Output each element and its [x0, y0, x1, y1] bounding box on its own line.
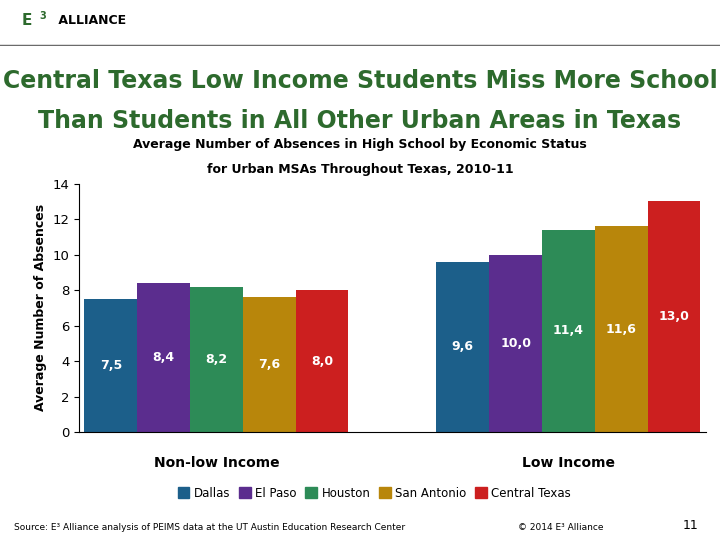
Text: Source: E³ Alliance analysis of PEIMS data at the UT Austin Education Research C: Source: E³ Alliance analysis of PEIMS da… — [14, 523, 405, 532]
Text: 9,6: 9,6 — [451, 340, 474, 353]
Text: Low Income: Low Income — [522, 456, 615, 470]
Text: E: E — [22, 13, 32, 28]
Bar — [190, 287, 243, 432]
Bar — [595, 226, 647, 432]
Text: 7,6: 7,6 — [258, 358, 280, 371]
Text: ALLIANCE: ALLIANCE — [54, 14, 126, 27]
Bar — [436, 262, 489, 432]
Bar — [296, 290, 348, 432]
Text: © 2014 E³ Alliance: © 2014 E³ Alliance — [518, 523, 604, 532]
Bar — [243, 297, 296, 432]
Text: Central Texas Low Income Students Miss More School: Central Texas Low Income Students Miss M… — [3, 69, 717, 93]
Bar — [84, 299, 138, 432]
Text: 8,0: 8,0 — [311, 355, 333, 368]
Text: for Urban MSAs Throughout Texas, 2010-11: for Urban MSAs Throughout Texas, 2010-11 — [207, 163, 513, 176]
Bar — [138, 283, 190, 432]
Y-axis label: Average Number of Absences: Average Number of Absences — [34, 204, 47, 411]
Text: 3: 3 — [40, 11, 46, 21]
Text: 11,6: 11,6 — [606, 322, 636, 335]
Bar — [489, 254, 542, 432]
Bar — [542, 230, 595, 432]
Text: 13,0: 13,0 — [659, 310, 689, 323]
Text: 8,2: 8,2 — [205, 353, 228, 366]
Text: Than Students in All Other Urban Areas in Texas: Than Students in All Other Urban Areas i… — [38, 109, 682, 133]
Bar — [647, 201, 701, 432]
Text: 10,0: 10,0 — [500, 337, 531, 350]
Text: 11: 11 — [683, 519, 698, 532]
Text: Average Number of Absences in High School by Economic Status: Average Number of Absences in High Schoo… — [133, 138, 587, 151]
Text: 11,4: 11,4 — [553, 325, 584, 338]
Legend: Dallas, El Paso, Houston, San Antonio, Central Texas: Dallas, El Paso, Houston, San Antonio, C… — [173, 482, 576, 504]
Text: 8,4: 8,4 — [153, 351, 175, 364]
Text: 7,5: 7,5 — [100, 359, 122, 372]
Text: Non-low Income: Non-low Income — [153, 456, 279, 470]
